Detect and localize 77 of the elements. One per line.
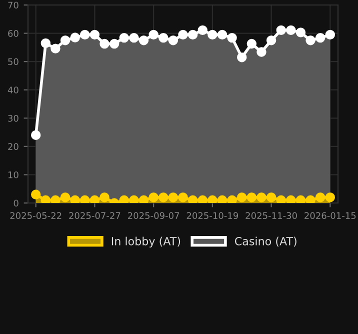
point bbox=[168, 192, 178, 202]
point bbox=[168, 35, 178, 46]
point bbox=[246, 192, 257, 202]
point bbox=[129, 32, 139, 43]
y-tick-label: 50 bbox=[8, 58, 18, 66]
x-tick-label: 2025-07-27 bbox=[69, 212, 120, 220]
y-tick-label: 0 bbox=[14, 200, 18, 207]
point bbox=[217, 195, 228, 203]
point bbox=[158, 32, 168, 43]
point bbox=[90, 30, 100, 40]
point bbox=[266, 192, 276, 202]
x-tick-label: 2025-11-30 bbox=[246, 212, 297, 220]
point bbox=[30, 130, 41, 140]
point bbox=[217, 30, 228, 40]
point bbox=[276, 195, 286, 203]
point bbox=[60, 192, 70, 202]
y-tick-label: 30 bbox=[8, 114, 18, 122]
point bbox=[178, 192, 188, 202]
point bbox=[50, 195, 60, 203]
point bbox=[237, 192, 247, 202]
y-tick-label: 70 bbox=[8, 2, 18, 9]
x-tick-label: 2025-05-22 bbox=[10, 212, 62, 220]
point bbox=[178, 30, 188, 40]
point bbox=[100, 38, 110, 49]
point bbox=[198, 195, 208, 203]
point bbox=[296, 195, 306, 203]
point bbox=[266, 35, 276, 46]
point bbox=[50, 44, 60, 54]
point bbox=[286, 25, 296, 36]
point bbox=[60, 35, 70, 46]
point bbox=[198, 25, 208, 36]
x-tick-label: 2026-01-15 bbox=[304, 212, 356, 220]
y-tick-label: 10 bbox=[8, 171, 18, 178]
y-tick-label: 60 bbox=[8, 30, 18, 37]
point bbox=[40, 195, 51, 203]
point bbox=[148, 192, 158, 202]
point bbox=[315, 192, 326, 202]
x-tick-label: 2025-09-07 bbox=[128, 212, 180, 220]
point bbox=[256, 47, 266, 57]
point bbox=[70, 32, 80, 42]
point bbox=[30, 190, 41, 200]
point bbox=[188, 30, 198, 40]
point bbox=[227, 195, 237, 203]
point bbox=[119, 195, 129, 203]
point bbox=[138, 195, 149, 203]
point bbox=[315, 32, 326, 43]
y-tick-label: 20 bbox=[8, 143, 18, 150]
point bbox=[306, 195, 316, 203]
point bbox=[80, 195, 90, 203]
x-tick-label: 2025-10-19 bbox=[186, 212, 238, 220]
point bbox=[158, 192, 168, 202]
point bbox=[325, 30, 336, 40]
point bbox=[119, 32, 129, 43]
point bbox=[90, 195, 100, 203]
legend-label: Casino (AT) bbox=[234, 236, 296, 247]
point bbox=[256, 192, 266, 202]
point bbox=[80, 30, 90, 40]
point bbox=[306, 35, 316, 46]
point bbox=[286, 195, 296, 203]
point bbox=[296, 28, 306, 38]
point bbox=[237, 52, 247, 62]
point bbox=[246, 38, 257, 49]
point bbox=[325, 192, 336, 202]
point bbox=[40, 38, 51, 48]
point bbox=[148, 30, 158, 40]
y-tick-label: 40 bbox=[8, 86, 18, 94]
point bbox=[109, 38, 120, 49]
point bbox=[227, 32, 237, 43]
point bbox=[70, 195, 80, 203]
point bbox=[138, 35, 149, 46]
legend-label: In lobby (AT) bbox=[112, 236, 180, 248]
point bbox=[100, 192, 110, 202]
point bbox=[188, 195, 198, 203]
point bbox=[208, 30, 218, 40]
point bbox=[208, 195, 218, 203]
point bbox=[129, 195, 139, 203]
point bbox=[276, 25, 286, 36]
